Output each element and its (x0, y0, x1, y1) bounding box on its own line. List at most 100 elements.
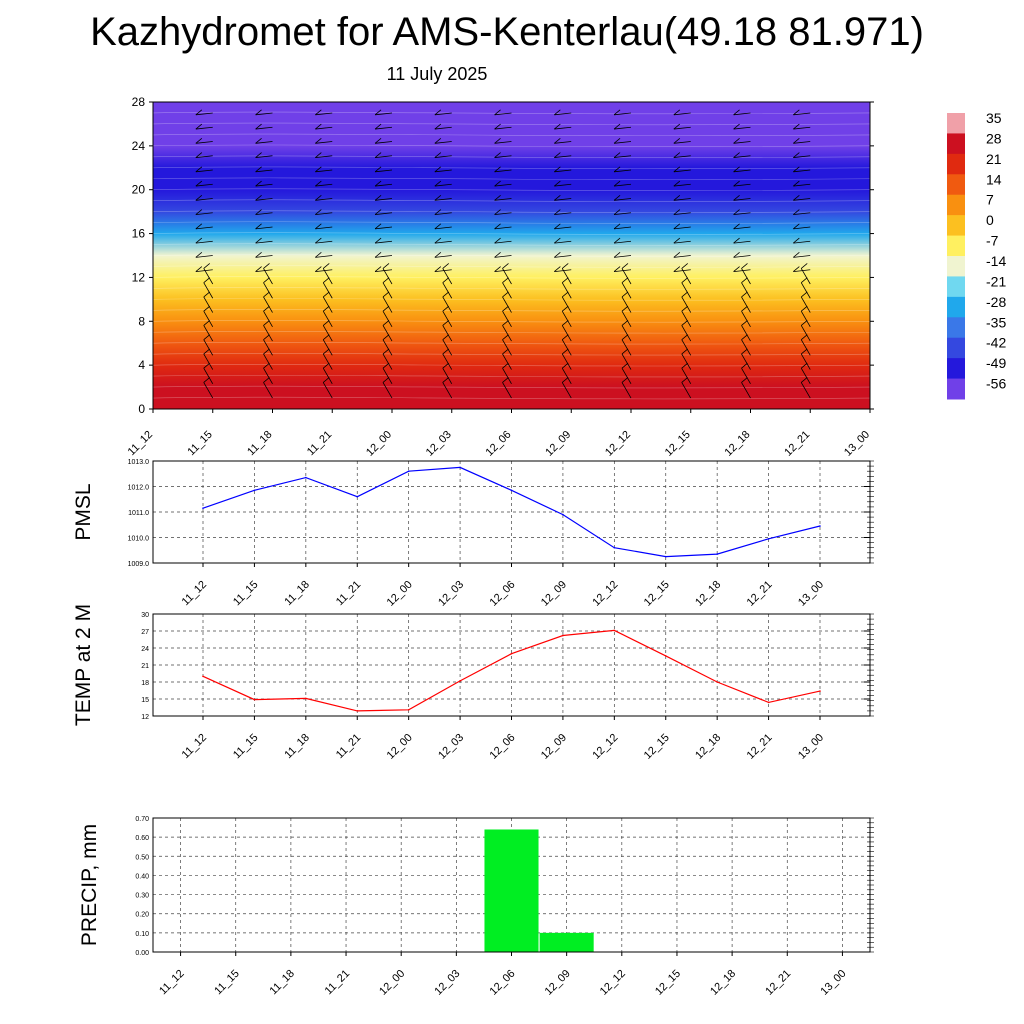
wind-barb-feather (613, 180, 621, 187)
x-tick-label: 12_12 (590, 732, 620, 762)
wind-barb-shaft (621, 353, 632, 370)
x-tick-label: 11_18 (282, 579, 312, 609)
x-tick-label: 12_06 (488, 732, 518, 762)
wind-barb (502, 362, 512, 384)
wind-barb-feather (673, 138, 681, 144)
colorbar-swatch (947, 378, 965, 400)
wind-barb-feather (374, 138, 382, 144)
wind-barb-shaft (375, 141, 393, 144)
wind-barb-shaft (614, 155, 632, 158)
wind-barb-feather (374, 209, 382, 215)
wind-barb-shaft (263, 310, 273, 327)
wind-barb-feather (434, 209, 442, 215)
wind-barb-shaft (741, 382, 751, 399)
wind-barb (793, 223, 811, 230)
wind-barb-feather (554, 138, 561, 144)
wind-barb (382, 320, 393, 342)
wind-barb-feather (315, 152, 322, 158)
wind-barb-shaft (263, 339, 273, 356)
wind-barb-shaft (255, 183, 273, 187)
wind-barb-shaft (494, 155, 512, 158)
wind-barb (322, 334, 333, 356)
colorbar-swatch (947, 358, 965, 380)
wind-barb (382, 334, 393, 356)
colorbar-label: -28 (986, 294, 1006, 310)
wind-barb-shaft (375, 226, 393, 230)
wind-barb-feather (434, 123, 442, 130)
wind-barb-feather (442, 362, 450, 369)
wind-barb (315, 123, 333, 130)
wind-barb (315, 166, 333, 173)
wind-barb (195, 152, 213, 158)
wind-barb (554, 138, 572, 144)
wind-barb (434, 109, 452, 116)
wind-barb-feather (621, 377, 629, 383)
data-point (407, 708, 410, 711)
wind-barb (315, 237, 333, 244)
wind-barb-feather (374, 237, 382, 244)
wind-barb (322, 348, 333, 370)
wind-barb-shaft (681, 382, 692, 399)
x-tick-label: 12_18 (723, 429, 753, 459)
x-tick-label: 11_18 (245, 429, 275, 459)
wind-barb-shaft (733, 112, 751, 116)
colorbar-label: -7 (986, 233, 999, 249)
wind-barb-feather (203, 263, 211, 269)
wind-barb-shaft (263, 382, 273, 399)
colorbar-swatch (947, 153, 965, 175)
wind-barb-shaft (741, 367, 751, 384)
wind-barb-shaft (494, 255, 512, 258)
wind-barb (263, 362, 273, 384)
wind-barb (554, 209, 572, 215)
wind-barb (494, 237, 512, 244)
wind-barb-shaft (554, 212, 572, 215)
wind-barb-feather (434, 252, 442, 258)
wind-barb (800, 348, 811, 370)
wind-barb-feather (554, 209, 561, 215)
wind-barb-shaft (793, 155, 811, 158)
x-tick-label: 12_03 (436, 579, 466, 609)
wind-barb (255, 195, 273, 201)
wind-barb-feather (681, 277, 689, 283)
data-point (562, 634, 564, 637)
wind-barb-feather (374, 109, 382, 116)
wind-barb-shaft (502, 367, 512, 384)
wind-barb-feather (322, 305, 330, 312)
wind-barb (374, 152, 393, 158)
wind-barb-feather (673, 237, 681, 244)
wind-barb-feather (195, 223, 203, 230)
wind-barb (673, 180, 691, 187)
y-tick-label: 16 (132, 227, 146, 241)
wind-barb-shaft (793, 183, 811, 187)
wind-barb-feather (673, 223, 681, 230)
wind-barb-feather (741, 263, 748, 269)
wind-barb-shaft (203, 339, 214, 356)
wind-barb (681, 334, 692, 356)
wind-barb-feather (800, 305, 808, 312)
y-tick-label: 12 (141, 714, 149, 721)
wind-barb-feather (203, 320, 211, 326)
wind-barb-feather (374, 152, 382, 158)
wind-barb (733, 109, 751, 116)
wind-barb-shaft (554, 141, 572, 144)
wind-barb-shaft (800, 268, 811, 285)
wind-barb-shaft (681, 325, 692, 342)
wind-barb-feather (613, 237, 621, 244)
colorbar-swatch (947, 113, 965, 134)
colorbar-label: -42 (986, 335, 1006, 351)
wind-barb (263, 277, 273, 299)
wind-barb (673, 195, 691, 201)
wind-barb-shaft (442, 310, 453, 327)
wind-barb-shaft (375, 112, 393, 116)
contour-line (152, 144, 871, 148)
wind-barb-shaft (434, 183, 452, 187)
wind-barb-shaft (502, 268, 512, 285)
wind-barb-shaft (561, 325, 572, 342)
y-axis-label: TEMP at 2 M (72, 604, 95, 726)
wind-barb (195, 166, 213, 173)
wind-barb-shaft (195, 269, 213, 272)
wind-barb-shaft (434, 112, 452, 116)
wind-barb-shaft (434, 269, 452, 272)
wind-barb-shaft (375, 255, 393, 258)
contour-line (152, 199, 871, 202)
